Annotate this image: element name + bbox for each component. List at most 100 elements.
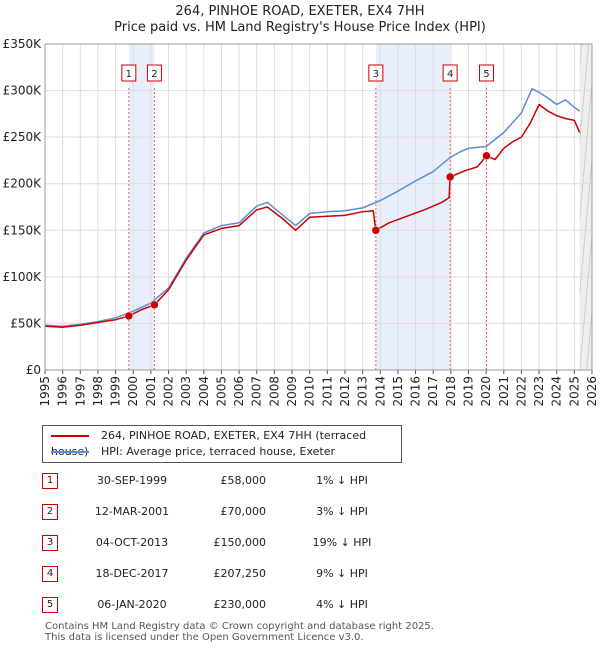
x-tick-label: 2007 xyxy=(250,376,264,407)
transaction-point xyxy=(445,172,455,182)
row-price: £70,000 xyxy=(220,505,267,518)
forecast-hatch xyxy=(510,44,540,370)
transaction-point xyxy=(124,311,134,321)
forecast-hatch xyxy=(545,44,575,370)
table-row: 2 12-MAR-2001 £70,000 3% ↓ HPI xyxy=(42,504,462,522)
x-tick-label: 2017 xyxy=(426,376,440,407)
transaction-label-4: 4 xyxy=(442,64,458,82)
forecast-hatch xyxy=(538,44,568,370)
row-hpi: 3% ↓ HPI xyxy=(316,505,368,518)
x-tick-label: 2018 xyxy=(444,376,458,407)
transaction-label-5: 5 xyxy=(478,64,494,82)
x-tick-label: 2003 xyxy=(179,376,193,407)
x-tick-label: 2002 xyxy=(162,376,176,407)
forecast-hatch xyxy=(503,44,533,370)
y-tick-label: £350K xyxy=(3,37,43,51)
grid-lines xyxy=(44,43,593,371)
series-lines xyxy=(44,87,581,328)
row-hpi: 19% ↓ HPI xyxy=(312,536,372,549)
x-tick-label: 2010 xyxy=(303,376,317,407)
x-tick-label: 2022 xyxy=(514,376,528,407)
x-tick-label: 2011 xyxy=(320,376,334,407)
legend: 264, PINHOE ROAD, EXETER, EX4 7HH (terra… xyxy=(42,425,402,463)
row-price: £58,000 xyxy=(220,474,267,487)
transaction-label-box xyxy=(368,64,384,82)
x-tick-label: 1998 xyxy=(91,376,105,407)
x-tick-label: 2008 xyxy=(267,376,281,407)
transaction-point xyxy=(482,151,491,161)
row-hpi: 9% ↓ HPI xyxy=(316,567,368,580)
footer-line-1: Contains HM Land Registry data © Crown c… xyxy=(45,621,434,632)
x-tick-label: 2004 xyxy=(197,376,211,407)
x-tick-label: 2020 xyxy=(479,376,493,407)
transaction-label-text: 1 xyxy=(126,69,132,80)
row-number: 2 xyxy=(42,504,58,520)
row-date: 12-MAR-2001 xyxy=(94,505,170,518)
x-tick-label: 2023 xyxy=(532,376,546,407)
row-number: 3 xyxy=(42,535,58,551)
transaction-label-box xyxy=(442,64,458,82)
transaction-label-2: 2 xyxy=(146,64,162,82)
x-tick-label: 2012 xyxy=(338,376,352,407)
transaction-point xyxy=(371,226,381,235)
property-price-line xyxy=(44,103,581,328)
x-tick-label: 2024 xyxy=(550,376,564,407)
forecast-region xyxy=(579,44,592,370)
transaction-label-box xyxy=(478,64,494,82)
y-tick-label: £300K xyxy=(3,84,43,98)
legend-item-hpi: HPI: Average price, terraced house, Exet… xyxy=(51,444,335,460)
table-row: 3 04-OCT-2013 £150,000 19% ↓ HPI xyxy=(42,535,462,553)
hpi-line xyxy=(44,87,581,327)
legend-swatch-property xyxy=(51,435,89,437)
x-tick-label: 2006 xyxy=(232,376,246,407)
x-tick-label: 2009 xyxy=(285,376,299,407)
y-tick-label: £250K xyxy=(3,130,43,144)
row-number: 5 xyxy=(42,597,58,613)
transaction-label-box xyxy=(121,64,137,82)
y-tick-label: £0 xyxy=(26,363,41,377)
transaction-label-box xyxy=(146,64,162,82)
shaded-range xyxy=(375,44,451,370)
row-price: £230,000 xyxy=(213,598,267,611)
row-date: 30-SEP-1999 xyxy=(96,474,168,487)
x-tick-label: 2016 xyxy=(409,376,423,407)
table-row: 1 30-SEP-1999 £58,000 1% ↓ HPI xyxy=(42,473,462,491)
y-axis-ticks: £0 £50K £100K £150K £200K £250K £300K £350K xyxy=(3,37,43,377)
forecast-hatch xyxy=(531,44,561,370)
row-date: 18-DEC-2017 xyxy=(95,567,169,580)
price-chart: £0 £50K £100K £150K £200K £250K £300K £350K 199… xyxy=(3,37,600,407)
forecast-hatch xyxy=(579,78,592,224)
transaction-label-1: 1 xyxy=(121,64,137,82)
x-tick-label: 2001 xyxy=(144,376,158,407)
footer: Contains HM Land Registry data © Crown c… xyxy=(45,621,434,643)
chart-subtitle: Price paid vs. HM Land Registry's House … xyxy=(114,20,486,35)
legend-swatch-hpi xyxy=(51,451,89,453)
forecast-hatch xyxy=(579,44,583,72)
x-tick-label: 2000 xyxy=(126,376,140,407)
y-tick-label: £150K xyxy=(3,223,43,237)
forecast-hatch xyxy=(594,44,600,370)
x-axis-ticks: 1995 1996 1997 1998 1999 2000 2001 2002 2003 2004… xyxy=(38,370,599,407)
chart-title: 264, PINHOE ROAD, EXETER, EX4 7HH xyxy=(175,4,425,19)
plot-frame xyxy=(44,43,593,371)
row-number: 4 xyxy=(42,566,58,582)
forecast-hatch xyxy=(475,44,505,370)
legend-label-hpi: HPI: Average price, terraced house, Exet… xyxy=(101,445,336,458)
forecast-hatch xyxy=(579,44,590,148)
footer-line-2: This data is licensed under the Open Gov… xyxy=(45,632,364,643)
row-number: 1 xyxy=(42,473,58,489)
x-tick-label: 1999 xyxy=(109,376,123,407)
transaction-label-text: 3 xyxy=(373,69,379,80)
row-price: £150,000 xyxy=(213,536,267,549)
x-tick-label: 2025 xyxy=(567,376,581,407)
x-tick-label: 1997 xyxy=(73,376,87,407)
x-tick-label: 2021 xyxy=(497,376,511,407)
transaction-points xyxy=(124,151,491,321)
shaded-periods xyxy=(128,44,600,370)
row-date: 06-JAN-2020 xyxy=(97,598,167,611)
transaction-point xyxy=(150,300,159,310)
y-tick-label: £50K xyxy=(10,316,42,330)
table-row: 5 06-JAN-2020 £230,000 4% ↓ HPI xyxy=(42,597,462,615)
y-tick-label: £200K xyxy=(3,177,43,191)
x-tick-label: 2014 xyxy=(373,376,387,407)
